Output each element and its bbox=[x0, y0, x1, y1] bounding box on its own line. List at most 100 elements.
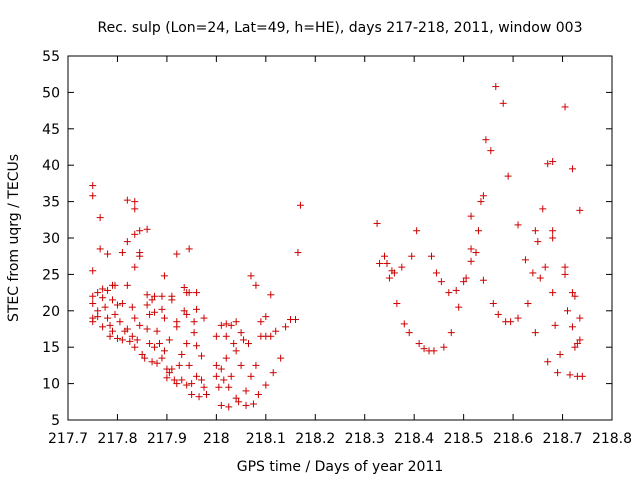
data-point bbox=[212, 361, 220, 369]
data-point bbox=[151, 292, 159, 300]
data-point bbox=[472, 249, 480, 257]
data-point bbox=[549, 234, 557, 242]
data-point bbox=[160, 272, 168, 280]
data-point bbox=[376, 259, 384, 267]
data-point bbox=[136, 252, 144, 260]
data-point bbox=[148, 358, 156, 366]
data-point bbox=[242, 387, 250, 395]
data-point bbox=[153, 327, 161, 335]
data-point bbox=[531, 227, 539, 235]
data-point bbox=[549, 289, 557, 297]
data-point bbox=[432, 269, 440, 277]
data-point bbox=[576, 206, 584, 214]
data-point bbox=[245, 340, 253, 348]
data-point bbox=[165, 369, 173, 377]
data-point bbox=[240, 336, 248, 344]
x-tick-label: 218.3 bbox=[345, 431, 385, 447]
data-point bbox=[89, 182, 97, 190]
data-point bbox=[479, 276, 487, 284]
data-point bbox=[136, 321, 144, 329]
data-point bbox=[536, 274, 544, 282]
data-point bbox=[222, 354, 230, 362]
x-tick-label: 218.2 bbox=[295, 431, 335, 447]
data-point bbox=[521, 256, 529, 264]
data-point bbox=[294, 249, 302, 257]
data-point bbox=[568, 323, 576, 331]
y-tick-label: 35 bbox=[42, 195, 60, 211]
data-point bbox=[393, 300, 401, 308]
data-point bbox=[571, 292, 579, 300]
data-point bbox=[230, 340, 238, 348]
data-point bbox=[212, 332, 220, 340]
data-point bbox=[193, 372, 201, 380]
data-point bbox=[225, 403, 233, 411]
data-point bbox=[178, 376, 186, 384]
y-tick-label: 5 bbox=[51, 413, 60, 429]
data-point bbox=[163, 374, 171, 382]
data-point bbox=[267, 332, 275, 340]
data-point bbox=[190, 318, 198, 326]
data-point bbox=[247, 272, 255, 280]
data-point bbox=[227, 321, 235, 329]
data-point bbox=[524, 300, 532, 308]
y-tick-label: 55 bbox=[42, 49, 60, 65]
data-point bbox=[128, 332, 136, 340]
data-point bbox=[131, 205, 139, 213]
data-point bbox=[198, 352, 206, 360]
data-point bbox=[165, 336, 173, 344]
data-point bbox=[413, 227, 421, 235]
data-point bbox=[499, 99, 507, 107]
data-point bbox=[118, 336, 126, 344]
data-point bbox=[549, 227, 557, 235]
data-point bbox=[178, 350, 186, 358]
data-point bbox=[291, 316, 299, 324]
data-point bbox=[143, 325, 151, 333]
data-point bbox=[381, 252, 389, 260]
data-point bbox=[242, 401, 250, 409]
data-point bbox=[180, 284, 188, 292]
data-point bbox=[225, 383, 233, 391]
data-point bbox=[252, 281, 260, 289]
data-point bbox=[531, 329, 539, 337]
data-point bbox=[460, 278, 468, 286]
data-point bbox=[398, 263, 406, 271]
data-point bbox=[232, 347, 240, 355]
data-point bbox=[123, 281, 131, 289]
data-point bbox=[111, 310, 119, 318]
data-point bbox=[141, 354, 149, 362]
data-point bbox=[96, 245, 104, 253]
data-point bbox=[143, 291, 151, 299]
data-point bbox=[104, 286, 112, 294]
data-point bbox=[554, 369, 562, 377]
data-point bbox=[267, 291, 275, 299]
data-points bbox=[89, 83, 586, 411]
data-point bbox=[272, 327, 280, 335]
data-point bbox=[277, 354, 285, 362]
data-point bbox=[215, 383, 223, 391]
data-point bbox=[296, 201, 304, 209]
data-point bbox=[217, 321, 225, 329]
y-tick-label: 45 bbox=[42, 122, 60, 138]
data-point bbox=[160, 347, 168, 355]
data-point bbox=[190, 329, 198, 337]
data-point bbox=[183, 310, 191, 318]
data-point bbox=[123, 196, 131, 204]
data-point bbox=[257, 318, 265, 326]
data-point bbox=[148, 296, 156, 304]
data-point bbox=[566, 371, 574, 379]
data-point bbox=[89, 267, 97, 275]
data-point bbox=[539, 205, 547, 213]
plot-frame bbox=[67, 55, 613, 421]
data-point bbox=[220, 376, 228, 384]
data-point bbox=[94, 313, 102, 321]
data-point bbox=[160, 314, 168, 322]
data-point bbox=[568, 289, 576, 297]
data-point bbox=[252, 361, 260, 369]
data-point bbox=[249, 400, 257, 408]
data-point bbox=[514, 221, 522, 229]
data-point bbox=[447, 329, 455, 337]
data-point bbox=[544, 358, 552, 366]
data-point bbox=[561, 270, 569, 278]
data-point bbox=[427, 252, 435, 260]
data-point bbox=[269, 369, 277, 377]
